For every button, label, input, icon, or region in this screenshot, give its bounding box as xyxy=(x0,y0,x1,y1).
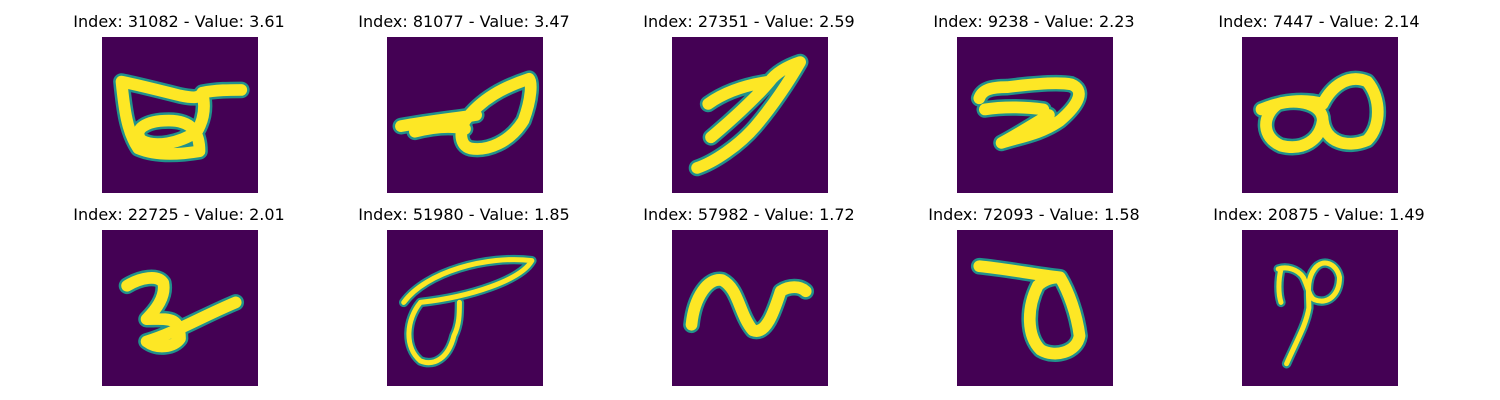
digit-image xyxy=(1242,37,1398,193)
digit-image xyxy=(957,37,1113,193)
digit-glyph-image xyxy=(102,37,258,193)
digit-image xyxy=(672,37,828,193)
grid-panel: Index: 27351 - Value: 2.59 xyxy=(629,12,869,197)
panel-title: Index: 7447 - Value: 2.14 xyxy=(1218,12,1420,31)
digit-glyph-image xyxy=(387,37,543,193)
panel-title: Index: 20875 - Value: 1.49 xyxy=(1213,205,1425,224)
panel-title: Index: 81077 - Value: 3.47 xyxy=(358,12,570,31)
panel-title: Index: 72093 - Value: 1.58 xyxy=(928,205,1140,224)
digit-image xyxy=(957,230,1113,386)
digit-glyph-image xyxy=(672,37,828,193)
grid-panel: Index: 9238 - Value: 2.23 xyxy=(914,12,1154,197)
digit-image xyxy=(102,37,258,193)
digit-glyph-image xyxy=(1242,230,1398,386)
digit-image xyxy=(387,230,543,386)
panel-title: Index: 27351 - Value: 2.59 xyxy=(643,12,855,31)
grid-panel: Index: 31082 - Value: 3.61 xyxy=(59,12,299,197)
grid-panel: Index: 57982 - Value: 1.72 xyxy=(629,205,869,390)
digit-glyph-image xyxy=(957,37,1113,193)
grid-panel: Index: 72093 - Value: 1.58 xyxy=(914,205,1154,390)
grid-panel: Index: 81077 - Value: 3.47 xyxy=(344,12,584,197)
panel-title: Index: 31082 - Value: 3.61 xyxy=(73,12,285,31)
digit-image xyxy=(102,230,258,386)
digit-image xyxy=(387,37,543,193)
grid-panel: Index: 7447 - Value: 2.14 xyxy=(1199,12,1439,197)
digit-image xyxy=(1242,230,1398,386)
digit-glyph-image xyxy=(387,230,543,386)
panel-title: Index: 51980 - Value: 1.85 xyxy=(358,205,570,224)
panel-title: Index: 57982 - Value: 1.72 xyxy=(643,205,855,224)
grid-panel: Index: 22725 - Value: 2.01 xyxy=(59,205,299,390)
panel-title: Index: 22725 - Value: 2.01 xyxy=(73,205,285,224)
digit-glyph-image xyxy=(957,230,1113,386)
grid-panel: Index: 20875 - Value: 1.49 xyxy=(1199,205,1439,390)
digit-glyph-image xyxy=(102,230,258,386)
grid-panel: Index: 51980 - Value: 1.85 xyxy=(344,205,584,390)
digit-glyph-image xyxy=(672,230,828,386)
digit-image xyxy=(672,230,828,386)
digit-glyph-image xyxy=(1242,37,1398,193)
panel-title: Index: 9238 - Value: 2.23 xyxy=(933,12,1135,31)
